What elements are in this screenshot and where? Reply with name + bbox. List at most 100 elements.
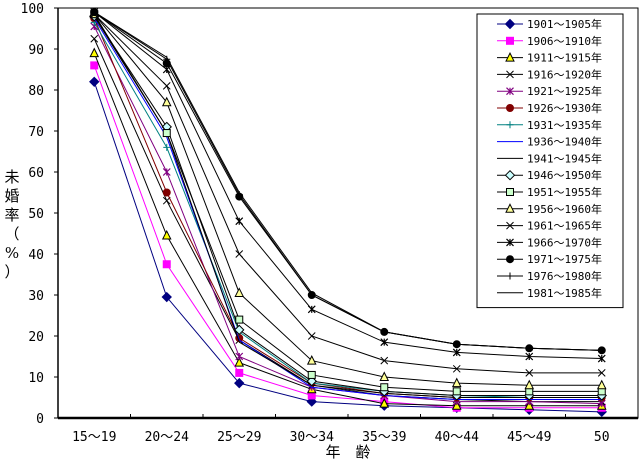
legend-item: 1901～1905年 — [497, 17, 602, 31]
legend-marker — [506, 121, 514, 129]
series-line — [93, 11, 602, 351]
data-point — [235, 368, 244, 377]
legend-label: 1956～1960年 — [527, 202, 602, 216]
legend-marker — [506, 221, 514, 230]
data-point — [452, 364, 461, 373]
data-point — [161, 96, 172, 107]
legend-marker — [506, 238, 514, 247]
series-3 — [89, 47, 607, 410]
legend-marker — [506, 36, 514, 45]
x-tick-label: 20～24 — [145, 430, 189, 445]
legend-label: 1931～1935年 — [527, 118, 602, 132]
data-point — [451, 400, 462, 410]
y-axis-label-char: ） — [4, 263, 19, 281]
legend-label: 1976～1980年 — [527, 269, 602, 283]
y-tick-label: 60 — [28, 166, 44, 181]
legend-marker — [506, 272, 514, 280]
legend-item: 1926～1930年 — [497, 101, 602, 115]
legend-item: 1971～1975年 — [497, 252, 602, 266]
series-line — [93, 15, 602, 396]
series-9 — [93, 15, 602, 398]
data-point — [234, 287, 245, 297]
data-point — [524, 400, 535, 410]
data-point — [597, 369, 606, 377]
data-point — [307, 332, 316, 340]
data-point — [89, 47, 100, 58]
legend-marker — [506, 188, 514, 196]
y-axis-label-char: 未 — [4, 168, 19, 186]
legend-label: 1921～1925年 — [527, 84, 602, 98]
series-line — [93, 13, 602, 374]
data-point — [379, 371, 390, 381]
y-tick-label: 40 — [28, 248, 44, 263]
legend: 1901～1905年 1906～1910年 1911～1915年 1916～1920年… — [476, 13, 624, 309]
series-line — [93, 11, 602, 360]
legend-marker — [504, 18, 516, 30]
x-axis-label: 年 齢 — [325, 443, 370, 461]
y-axis-label-char: 婚 — [4, 187, 19, 205]
data-point — [452, 348, 461, 357]
legend-label: 1916～1920年 — [527, 67, 602, 81]
y-tick-label: 10 — [28, 371, 44, 386]
series-line — [93, 15, 602, 398]
legend-marker — [504, 169, 516, 181]
legend-marker — [505, 51, 515, 62]
data-point — [235, 217, 244, 226]
legend-item: 1981～1985年 — [497, 286, 602, 300]
x-tick-label: 30～34 — [290, 430, 334, 445]
data-point — [452, 387, 461, 396]
legend-item: 1906～1910年 — [497, 34, 602, 48]
data-point — [90, 34, 99, 43]
data-point — [163, 143, 171, 151]
series-line — [93, 13, 602, 386]
data-point — [161, 229, 172, 240]
legend-item: 1966～1970年 — [497, 235, 602, 249]
y-tick-label: 80 — [28, 84, 44, 99]
legend-marker — [506, 70, 514, 79]
data-point — [161, 291, 172, 303]
legend-label: 1946～1950年 — [527, 168, 602, 182]
legend-label: 1941～1945年 — [527, 151, 602, 165]
series-8 — [93, 17, 602, 401]
y-axis-label-char: （ — [4, 225, 19, 243]
legend-item: 1911～1915年 — [497, 51, 602, 65]
series-layer — [89, 8, 607, 418]
y-axis-label: 未婚率（%） — [4, 168, 19, 281]
data-point — [597, 354, 606, 363]
series-line — [93, 13, 602, 392]
data-point — [306, 354, 317, 365]
data-point — [89, 76, 100, 88]
series-14 — [90, 8, 606, 363]
legend-label: 1981～1985年 — [527, 286, 602, 300]
legend-label: 1961～1965年 — [527, 219, 602, 233]
data-point — [235, 352, 244, 361]
data-point — [234, 357, 245, 367]
legend-label: 1901～1905年 — [527, 17, 602, 31]
legend-item: 1951～1955年 — [497, 185, 602, 199]
legend-item: 1956～1960年 — [497, 202, 602, 216]
data-point — [162, 168, 171, 176]
legend-marker — [506, 87, 514, 96]
x-tick-label: 35～39 — [362, 430, 406, 445]
legend-item: 1976～1980年 — [497, 269, 602, 283]
series-line — [93, 52, 602, 407]
x-tick-label: 50 — [594, 430, 610, 445]
legend-marker — [505, 203, 515, 213]
data-point — [234, 377, 245, 389]
data-point — [234, 324, 245, 336]
data-point — [307, 370, 316, 379]
legend-item: 1941～1945年 — [497, 151, 602, 165]
data-point — [162, 188, 171, 197]
x-tick-label: 15～19 — [72, 430, 116, 445]
legend-label: 1936～1940年 — [527, 135, 602, 149]
data-point — [379, 398, 390, 408]
data-point — [90, 61, 99, 70]
data-point — [307, 305, 316, 314]
legend-item: 1946～1950年 — [497, 168, 602, 182]
legend-label: 1926～1930年 — [527, 101, 602, 115]
data-point — [380, 383, 389, 392]
data-point — [162, 82, 171, 90]
data-point — [162, 129, 171, 138]
data-point — [451, 377, 462, 388]
x-tick-label: 40～44 — [435, 430, 479, 445]
